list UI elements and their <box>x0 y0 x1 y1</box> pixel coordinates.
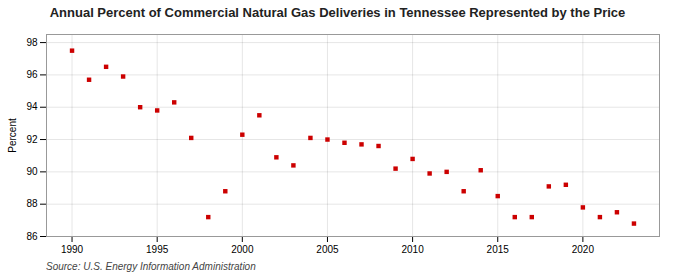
html-text:Annual Percent of Commercial N: Annual Percent of Commercial Natural Gas… <box>49 5 626 20</box>
svg-text:96: 96 <box>26 69 38 80</box>
svg-text:92: 92 <box>26 134 38 145</box>
svg-text:88: 88 <box>26 198 38 209</box>
svg-text:2020: 2020 <box>572 244 595 255</box>
svg-text:2010: 2010 <box>401 244 424 255</box>
svg-text:90: 90 <box>26 166 38 177</box>
svg-text:2005: 2005 <box>316 244 339 255</box>
svg-text:1995: 1995 <box>146 244 169 255</box>
svg-text:2000: 2000 <box>231 244 254 255</box>
svg-text:1990: 1990 <box>61 244 84 255</box>
svg-text:94: 94 <box>26 101 38 112</box>
html-text:Source: U.S. Energy Informatio: Source: U.S. Energy Information Administ… <box>46 261 256 272</box>
svg-text:2015: 2015 <box>487 244 510 255</box>
svg-text:Percent: Percent <box>7 118 18 153</box>
svg-text:98: 98 <box>26 37 38 48</box>
svg-text:86: 86 <box>26 231 38 242</box>
